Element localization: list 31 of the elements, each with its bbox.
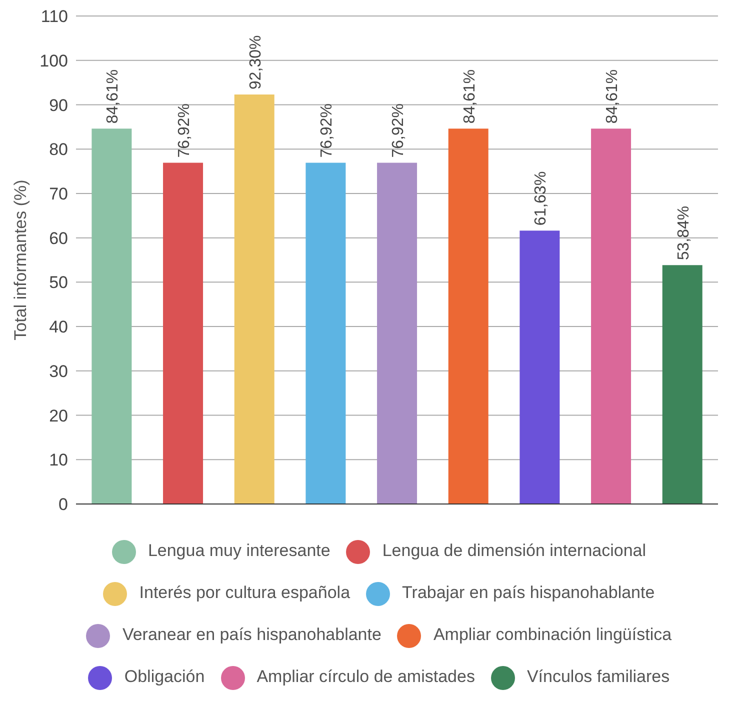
data-label: 76,92%	[390, 103, 408, 158]
data-label: 76,92%	[318, 103, 336, 158]
legend-label: Trabajar en país hispanohablante	[402, 583, 655, 602]
legend-label: Lengua muy interesante	[148, 541, 330, 560]
data-label: 92,30%	[247, 35, 264, 90]
legend-label: Veranear en país hispanohablante	[122, 625, 382, 644]
legend-label: Obligación	[124, 667, 205, 686]
y-tick-label: 0	[58, 495, 68, 514]
data-label: 84,61%	[104, 69, 122, 124]
y-tick-label: 40	[49, 318, 68, 337]
y-tick-label: 50	[49, 273, 68, 292]
data-label: 76,92%	[176, 103, 194, 158]
legend-label: Interés por cultura española	[139, 583, 350, 602]
legend-label: Ampliar círculo de amistades	[256, 667, 475, 686]
y-tick-label: 80	[49, 140, 68, 160]
y-axis-title: Total informantes (%)	[11, 180, 30, 340]
y-tick-label: 20	[49, 406, 68, 426]
legend-label: Vínculos familiares	[526, 667, 670, 686]
y-tick-label: 10	[49, 450, 68, 470]
y-tick-label: 90	[49, 96, 68, 115]
data-label: 84,61%	[461, 69, 478, 124]
legend-label: Lengua de dimensión internacional	[382, 541, 646, 560]
data-label: 84,61%	[604, 69, 622, 124]
data-label: 61,63%	[532, 171, 550, 226]
data-label: 53,84%	[675, 206, 692, 260]
y-tick-label: 110	[40, 7, 68, 26]
y-tick-label: 30	[49, 362, 68, 381]
legend-label: Ampliar combinación lingüística	[433, 625, 672, 644]
y-tick-label: 70	[49, 184, 68, 204]
y-tick-label: 100	[40, 51, 68, 70]
y-tick-label: 60	[49, 228, 68, 248]
